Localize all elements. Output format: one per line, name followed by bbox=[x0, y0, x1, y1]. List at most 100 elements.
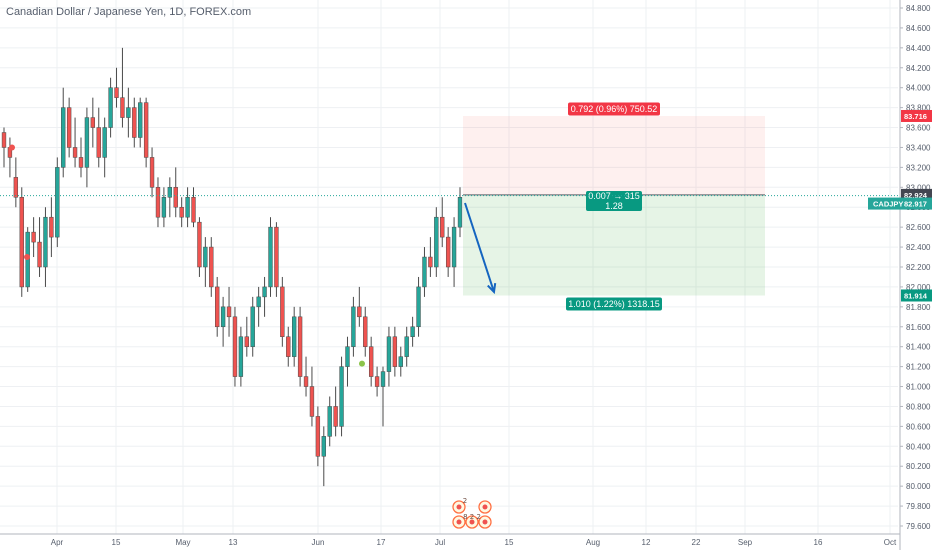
y-tick-label: 81.600 bbox=[906, 323, 931, 332]
candle-body bbox=[445, 236, 451, 268]
candle-body bbox=[173, 187, 178, 208]
arrow-head bbox=[487, 282, 497, 295]
candle-body bbox=[197, 221, 202, 268]
x-tick-label: 22 bbox=[692, 538, 701, 547]
candle-body bbox=[404, 336, 409, 357]
candle-body bbox=[238, 336, 244, 377]
event-icon-dot bbox=[456, 519, 462, 525]
candle-body bbox=[440, 216, 445, 238]
y-tick-label: 81.800 bbox=[906, 303, 931, 312]
candle-body bbox=[66, 107, 72, 148]
candle-body bbox=[327, 406, 332, 437]
candle-body bbox=[226, 306, 232, 318]
candle-body bbox=[422, 256, 427, 288]
candle-body bbox=[185, 197, 190, 218]
signal-dot-green bbox=[359, 360, 365, 367]
y-tick-label: 81.000 bbox=[906, 383, 931, 392]
candle-body bbox=[72, 147, 78, 158]
candle-body bbox=[61, 107, 66, 168]
x-tick-label: May bbox=[175, 538, 190, 547]
candle-body bbox=[55, 167, 60, 238]
candle-body bbox=[416, 286, 421, 328]
target-label: 1.010 (1.22%) 1318.15 bbox=[566, 297, 662, 311]
candle-body bbox=[132, 107, 137, 138]
y-tick-label: 82.200 bbox=[906, 263, 931, 272]
event-count: 2 bbox=[463, 497, 467, 505]
y-tick-label: 83.000 bbox=[906, 183, 931, 192]
candle-body bbox=[303, 376, 309, 387]
candle-body bbox=[333, 406, 338, 427]
x-tick-label: 17 bbox=[377, 538, 386, 547]
signal-dot-red bbox=[24, 254, 30, 261]
candle-body bbox=[13, 177, 19, 198]
target-zone[interactable] bbox=[463, 194, 765, 296]
x-tick-label: 13 bbox=[229, 538, 238, 547]
x-tick-label: Apr bbox=[51, 538, 64, 547]
candle-body bbox=[84, 117, 90, 168]
candles bbox=[1, 47, 463, 487]
candle-body bbox=[457, 197, 463, 228]
time-axis[interactable]: Apr 15 May 13 Jun 17 Jul 15 Aug 12 22 Sep 16 Oct bbox=[0, 533, 900, 547]
candle-body bbox=[96, 127, 101, 158]
tag-stop: 83.716 bbox=[901, 109, 932, 122]
candle-body bbox=[143, 102, 149, 158]
candle-body bbox=[43, 216, 48, 268]
candle-body bbox=[339, 366, 344, 427]
tag-stop-bg bbox=[901, 109, 932, 122]
x-tick-label: Oct bbox=[884, 538, 897, 547]
candle-body bbox=[161, 197, 167, 218]
candle-body bbox=[345, 346, 350, 367]
y-tick-label: 80.200 bbox=[906, 462, 931, 471]
candle-body bbox=[31, 231, 36, 243]
stop-zone[interactable] bbox=[463, 115, 765, 195]
event-count: 8 2 2 bbox=[463, 513, 481, 521]
candle-body bbox=[90, 117, 96, 128]
candle-body bbox=[309, 386, 315, 417]
candle-body bbox=[386, 336, 392, 372]
candle-body bbox=[262, 286, 267, 298]
candle-body bbox=[315, 416, 321, 457]
candle-body bbox=[203, 246, 208, 268]
event-icon-dot bbox=[456, 504, 462, 510]
tag-current: CADJPY 82.917 bbox=[868, 197, 932, 210]
x-tick-label: 16 bbox=[814, 538, 823, 547]
candle-body bbox=[410, 326, 415, 337]
y-tick-label: 80.000 bbox=[906, 482, 931, 491]
candle-body bbox=[292, 316, 297, 357]
y-tick-label: 84.200 bbox=[906, 64, 931, 73]
target-label-bg bbox=[566, 297, 662, 311]
y-tick-label: 81.400 bbox=[906, 343, 931, 352]
candle-body bbox=[49, 216, 54, 238]
y-tick-label: 83.800 bbox=[906, 104, 931, 113]
price-axis[interactable]: 79.600 79.800 80.000 80.200 80.400 80.600 80.8… bbox=[899, 0, 931, 550]
candle-body bbox=[374, 376, 380, 387]
candle-body bbox=[155, 187, 161, 218]
y-tick-label: 84.000 bbox=[906, 84, 931, 93]
candle-body bbox=[232, 316, 238, 377]
chart-title: Canadian Dollar / Japanese Yen, 1D, FORE… bbox=[6, 6, 252, 18]
event-markers[interactable]: 2 8 2 2 bbox=[452, 497, 492, 529]
signal-dot-red bbox=[9, 144, 15, 151]
candle-body bbox=[250, 306, 255, 347]
y-tick-label: 81.200 bbox=[906, 363, 931, 372]
risk-reward-label-text: 0.007 → 315 bbox=[588, 191, 640, 201]
x-tick-label: Sep bbox=[738, 538, 753, 547]
x-tick-label: Jul bbox=[435, 538, 445, 547]
candle-body bbox=[102, 127, 107, 158]
y-tick-label: 80.800 bbox=[906, 402, 931, 411]
y-tick-label: 83.200 bbox=[906, 163, 931, 172]
x-tick-label: 15 bbox=[505, 538, 514, 547]
x-tick-label: Aug bbox=[586, 538, 600, 547]
candle-body bbox=[126, 107, 131, 118]
y-tick-label: 80.600 bbox=[906, 422, 931, 431]
overlay: 2 8 2 2 bbox=[0, 144, 900, 529]
tag-entry-text: 82.924 bbox=[904, 191, 928, 200]
y-tick-label: 79.800 bbox=[906, 502, 931, 511]
candle-body bbox=[1, 132, 7, 148]
stop-label: 0.792 (0.96%) 750.52 bbox=[568, 102, 660, 116]
candle-body bbox=[220, 306, 226, 328]
y-tick-label: 83.400 bbox=[906, 143, 931, 152]
